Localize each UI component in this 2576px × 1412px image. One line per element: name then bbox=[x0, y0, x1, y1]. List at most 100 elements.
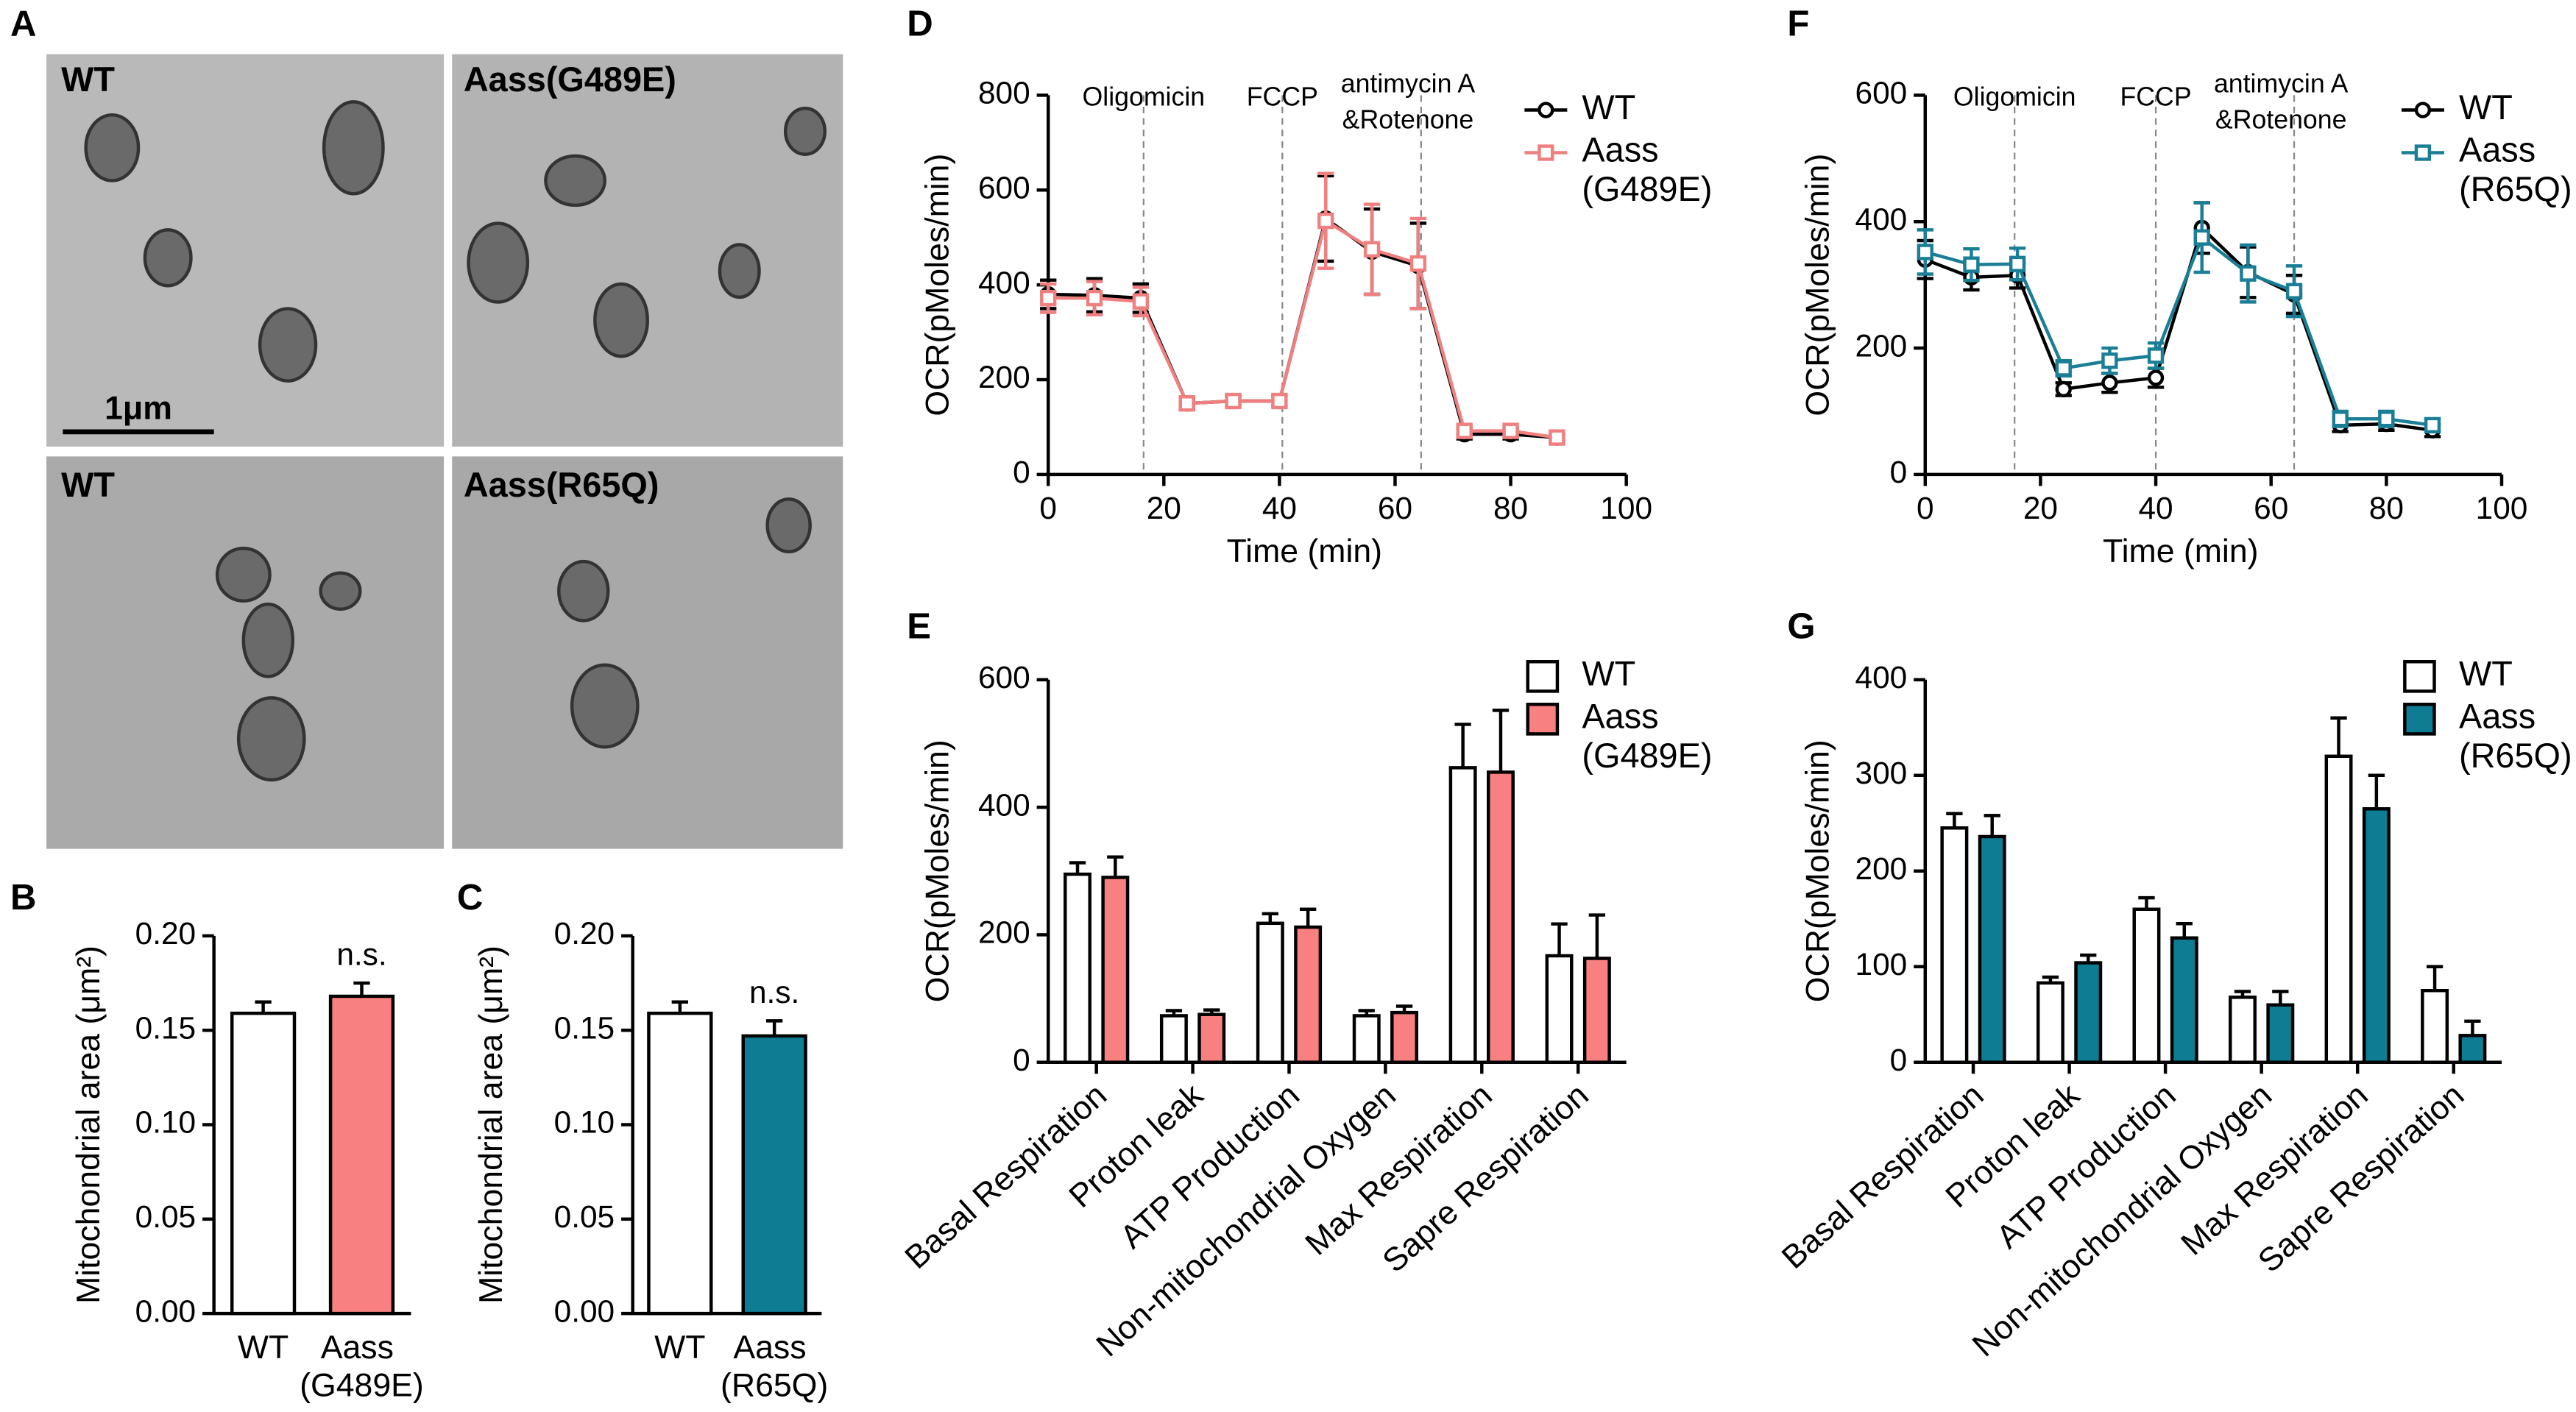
legend-swatch bbox=[2403, 703, 2436, 736]
x-tick-label: 40 bbox=[1262, 491, 1297, 525]
legend-marker bbox=[1538, 144, 1554, 161]
marker bbox=[1178, 395, 1195, 412]
x-tick-label: Aass (G489E) bbox=[300, 1330, 424, 1403]
y-axis-label: OCR(pMoles/min) bbox=[1800, 154, 1836, 416]
error-bar bbox=[1203, 1008, 1220, 1015]
bar bbox=[2421, 988, 2449, 1064]
marker bbox=[1502, 422, 1519, 439]
error-bar bbox=[671, 1000, 688, 1014]
bar bbox=[230, 1011, 297, 1316]
axis-line bbox=[1923, 679, 2502, 1064]
bar bbox=[2132, 907, 2161, 1064]
event-label: Oligomicin bbox=[1953, 82, 2076, 111]
marker bbox=[2147, 369, 2165, 386]
legend-label: Aass (R65Q) bbox=[2459, 131, 2572, 209]
bar bbox=[741, 1034, 807, 1316]
error-bar bbox=[2042, 975, 2059, 983]
legend-swatch bbox=[1526, 660, 1560, 693]
axis-line bbox=[1046, 679, 1627, 1064]
bar bbox=[1256, 921, 1284, 1064]
bar bbox=[1582, 957, 1611, 1064]
event-label: antimycin A bbox=[1341, 68, 1476, 98]
error-bar bbox=[2234, 990, 2251, 998]
panel-letter: D bbox=[907, 4, 933, 44]
y-tick-label: 100 bbox=[1855, 947, 1908, 982]
error-bar bbox=[2080, 953, 2097, 963]
error-bar bbox=[1984, 814, 2000, 837]
x-tick-label: 60 bbox=[2254, 491, 2288, 525]
marker bbox=[1317, 213, 1334, 230]
x-tick-label: 100 bbox=[1600, 491, 1652, 525]
legend-label: WT bbox=[1582, 655, 1635, 693]
micrograph bbox=[46, 54, 445, 447]
bar bbox=[1064, 872, 1091, 1064]
error-bar bbox=[1946, 812, 1963, 829]
micrograph-panel: A WT Aass(G489E) WT Aass(R65Q) 1μm bbox=[10, 4, 843, 849]
marker bbox=[1363, 241, 1381, 258]
bar bbox=[2362, 807, 2391, 1064]
x-tick-label: WT bbox=[238, 1330, 289, 1366]
bar bbox=[1197, 1012, 1226, 1064]
y-axis-label: OCR(pMoles/min) bbox=[920, 739, 956, 1002]
x-tick-label: 20 bbox=[2023, 491, 2058, 525]
marker bbox=[2332, 411, 2349, 427]
error-bar bbox=[1262, 912, 1278, 923]
bar bbox=[2074, 961, 2103, 1064]
marker bbox=[1086, 290, 1103, 307]
error-bar bbox=[255, 1000, 272, 1014]
marker bbox=[1549, 429, 1565, 446]
y-tick-label: 400 bbox=[978, 265, 1030, 299]
y-tick-label: 200 bbox=[1855, 328, 1908, 363]
y-tick-label: 200 bbox=[1855, 851, 1908, 886]
y-tick-label: 0.20 bbox=[554, 916, 615, 951]
y-tick-label: 300 bbox=[1855, 756, 1908, 790]
y-tick-label: 0.10 bbox=[554, 1105, 615, 1140]
marker bbox=[2055, 380, 2072, 398]
error-bar bbox=[2426, 965, 2444, 991]
y-tick-label: 0 bbox=[1890, 1043, 1908, 1077]
bar bbox=[647, 1011, 713, 1316]
y-tick-label: 200 bbox=[978, 360, 1030, 394]
error-bar bbox=[1395, 1004, 1413, 1013]
error-bar bbox=[765, 1019, 783, 1036]
bar bbox=[1940, 826, 1969, 1064]
error-bar bbox=[1299, 907, 1317, 928]
image-label: Aass(R65Q) bbox=[464, 466, 659, 504]
x-tick-label: WT bbox=[654, 1330, 705, 1366]
error-bar bbox=[353, 981, 370, 997]
y-tick-label: 400 bbox=[978, 787, 1030, 822]
legend-marker bbox=[2414, 102, 2432, 118]
mitochondria bbox=[84, 100, 827, 782]
bar bbox=[1486, 770, 1515, 1064]
y-tick-label: 0 bbox=[1013, 1043, 1030, 1077]
bar bbox=[2036, 981, 2064, 1064]
y-tick-label: 600 bbox=[1855, 76, 1908, 110]
bar bbox=[1390, 1010, 1419, 1064]
error-bar bbox=[1551, 922, 1568, 957]
error-bar bbox=[2330, 716, 2347, 756]
y-tick-label: 0 bbox=[1890, 455, 1908, 489]
y-tick-label: 200 bbox=[978, 915, 1030, 950]
error-bar bbox=[1588, 913, 1606, 959]
error-bar bbox=[2464, 1019, 2481, 1036]
y-tick-label: 600 bbox=[978, 660, 1030, 695]
legend-label: WT bbox=[2459, 655, 2513, 693]
y-axis-label: Mitochondrial area (μm²) bbox=[71, 946, 107, 1304]
marker bbox=[1132, 293, 1150, 310]
event-label: antimycin A bbox=[2214, 68, 2349, 98]
error-bar bbox=[1492, 709, 1510, 773]
y-tick-label: 400 bbox=[1855, 202, 1908, 236]
marker bbox=[1040, 290, 1057, 307]
x-tick-label: 100 bbox=[2476, 491, 2528, 525]
y-axis-label: Mitochondrial area (μm²) bbox=[473, 946, 509, 1304]
event-label: Oligomicin bbox=[1083, 82, 1206, 111]
panel-letter: A bbox=[10, 4, 36, 44]
event-label: FCCP bbox=[1247, 82, 1318, 111]
event-label: FCCP bbox=[2120, 82, 2191, 111]
marker bbox=[1963, 256, 1980, 273]
bar bbox=[1352, 1014, 1381, 1064]
annotation: n.s. bbox=[336, 937, 386, 972]
marker bbox=[2240, 265, 2257, 282]
bar bbox=[2229, 996, 2257, 1064]
